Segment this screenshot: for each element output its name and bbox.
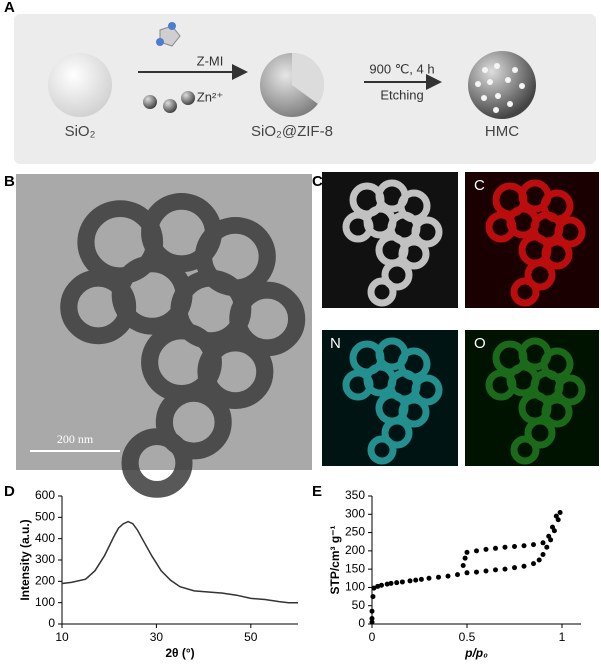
x-tick-label: 0 [369, 630, 376, 644]
y-tick-label: 200 [35, 574, 55, 588]
y-tick-label: 400 [35, 531, 55, 545]
data-point [483, 568, 489, 574]
data-line [61, 520, 298, 604]
panel-label: A [4, 0, 15, 16]
x-tick-label: 10 [55, 630, 69, 644]
y-tick-label: 50 [352, 598, 366, 612]
x-tick-label: 1 [559, 630, 566, 644]
data-point [536, 557, 542, 563]
step-label: Etching [380, 87, 423, 102]
data-point [455, 572, 460, 578]
data-point [371, 585, 377, 591]
data-point [384, 581, 390, 587]
y-tick-label: 300 [35, 552, 55, 566]
data-point [553, 513, 559, 519]
element-label: O [474, 335, 486, 352]
step-label: Zn²⁺ [197, 89, 223, 104]
step-label: 900 ℃, 4 h [369, 61, 434, 76]
data-point [369, 619, 375, 625]
step-label: Z-MI [197, 53, 224, 68]
data-point [436, 574, 441, 580]
data-point [369, 608, 375, 614]
data-point [426, 575, 432, 581]
y-tick-label: 0 [358, 616, 365, 630]
y-tick-label: 150 [345, 561, 365, 575]
data-point [502, 566, 508, 572]
data-point [407, 578, 413, 584]
y-tick-label: 500 [35, 510, 55, 524]
data-point [544, 544, 550, 550]
panel-label: D [4, 483, 15, 500]
sio2-sphere [48, 53, 112, 117]
y-tick-label: 100 [35, 595, 55, 609]
x-axis-title: 2θ (°) [165, 646, 194, 660]
zif-cutaway [292, 52, 325, 104]
data-point [521, 543, 527, 549]
y-tick-label: 600 [35, 488, 55, 502]
data-point [550, 524, 555, 530]
y-tick-label: 300 [345, 506, 365, 520]
data-point [379, 582, 384, 588]
element-label: C [474, 177, 485, 194]
x-tick-label: 30 [150, 630, 164, 644]
x-tick-label: 0.5 [459, 630, 476, 644]
data-point [462, 555, 468, 561]
data-point [540, 552, 546, 558]
data-point [460, 562, 466, 568]
y-axis-title: STP/cm³ g⁻¹ [328, 525, 342, 594]
data-point [483, 546, 489, 552]
data-point [464, 549, 470, 555]
data-point [418, 576, 424, 582]
data-point [493, 567, 498, 573]
data-point [546, 533, 552, 539]
y-tick-label: 350 [345, 488, 365, 502]
data-point [512, 565, 517, 571]
element-label: N [330, 335, 341, 352]
data-point [413, 577, 419, 583]
data-point [531, 542, 536, 548]
hmc-pores [475, 63, 525, 113]
panel-label: C [312, 173, 323, 190]
x-tick-label: 50 [244, 630, 258, 644]
data-point [512, 543, 517, 549]
data-point [540, 540, 546, 546]
stage-label: SiO₂@ZIF-8 [251, 123, 333, 140]
data-point [474, 548, 479, 554]
data-point [464, 570, 470, 576]
data-point [394, 580, 400, 586]
data-point [370, 594, 376, 600]
data-point [369, 616, 375, 622]
stage-label: SiO₂ [65, 123, 96, 140]
y-tick-label: 200 [345, 543, 365, 557]
data-point [445, 573, 451, 579]
data-point [375, 583, 381, 589]
data-point [531, 561, 536, 567]
y-tick-label: 250 [345, 525, 365, 539]
data-point [521, 563, 527, 569]
panel-label: E [312, 483, 322, 500]
y-axis-title: Intensity (a.u.) [18, 519, 32, 600]
y-tick-label: 0 [48, 616, 55, 630]
data-point [502, 544, 508, 550]
scale-label: 200 nm [57, 432, 94, 446]
y-tick-label: 100 [345, 580, 365, 594]
data-point [493, 545, 498, 551]
data-point [474, 569, 479, 575]
x-axis-title: p/p₀ [464, 646, 488, 660]
panel-label: B [4, 173, 15, 190]
reagent-icons [143, 22, 195, 113]
data-point [557, 509, 563, 515]
stage-label: HMC [485, 123, 519, 140]
data-point [388, 580, 394, 586]
data-point [399, 579, 405, 585]
